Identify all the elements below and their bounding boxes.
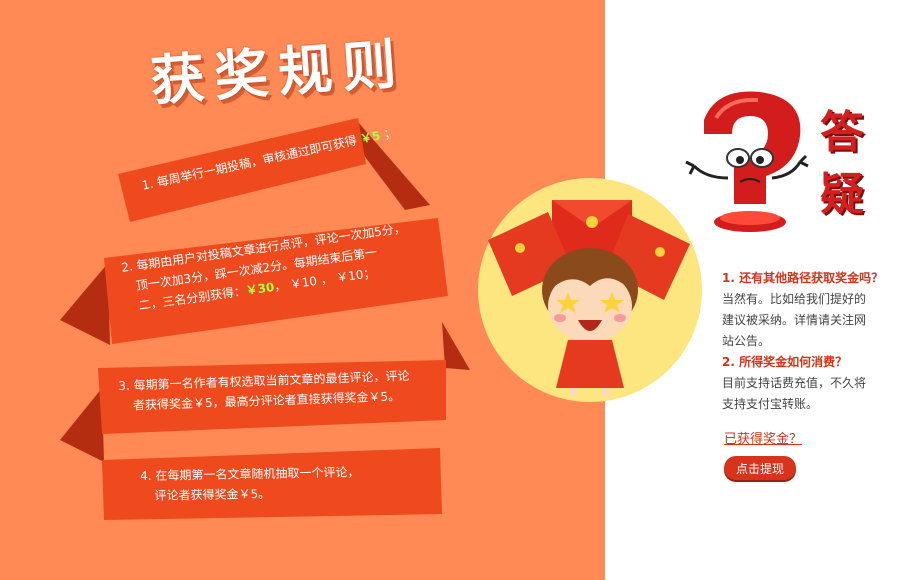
- rule-4-line-2: 评论者获得奖金￥5。: [154, 486, 271, 503]
- rule-4-line-1: 4. 在每期第一名文章随机抽取一个评论，: [140, 465, 360, 483]
- ribbon-4: [102, 448, 442, 520]
- faq-answer-1-line-3: 站公告。: [722, 334, 771, 348]
- faq-badge-char-1: 答: [820, 107, 864, 158]
- ribbon-2: [104, 218, 448, 344]
- faq-question-2: 2. 所得奖金如何消费？: [722, 355, 848, 369]
- faq-answer-1-line-1: 当然有。比如给我们提好的: [722, 292, 867, 306]
- rule-1-tail: ；: [382, 125, 398, 142]
- earned-rewards-link[interactable]: 已获得奖金？: [724, 432, 803, 447]
- rule-2-first-prize: ￥30: [244, 279, 276, 298]
- faq-answer-2-line-2: 支持支付宝转账。: [722, 397, 819, 411]
- question-mark-mascot-icon: [685, 91, 809, 232]
- ribbon-decoration: [60, 118, 470, 520]
- withdraw-button[interactable]: 点击提现: [724, 456, 796, 480]
- rule-4: 4. 在每期第一名文章随机抽取一个评论， 评论者获得奖金￥5。: [140, 462, 360, 506]
- faq-badge-char-2: 疑: [820, 169, 864, 220]
- faq-question-1: 1. 还有其他路径获取奖金吗？: [722, 271, 884, 285]
- faq-badge: 答 疑: [812, 102, 872, 226]
- ribbon-3: [98, 360, 446, 434]
- ribbon-1: [118, 118, 366, 222]
- faq-answer-2-line-1: 目前支持话费充值，不久将: [722, 376, 867, 390]
- faq-answer-1-line-2: 建议被采纳。详情请关注网: [722, 313, 867, 327]
- rule-1-amount: ￥5: [358, 128, 382, 147]
